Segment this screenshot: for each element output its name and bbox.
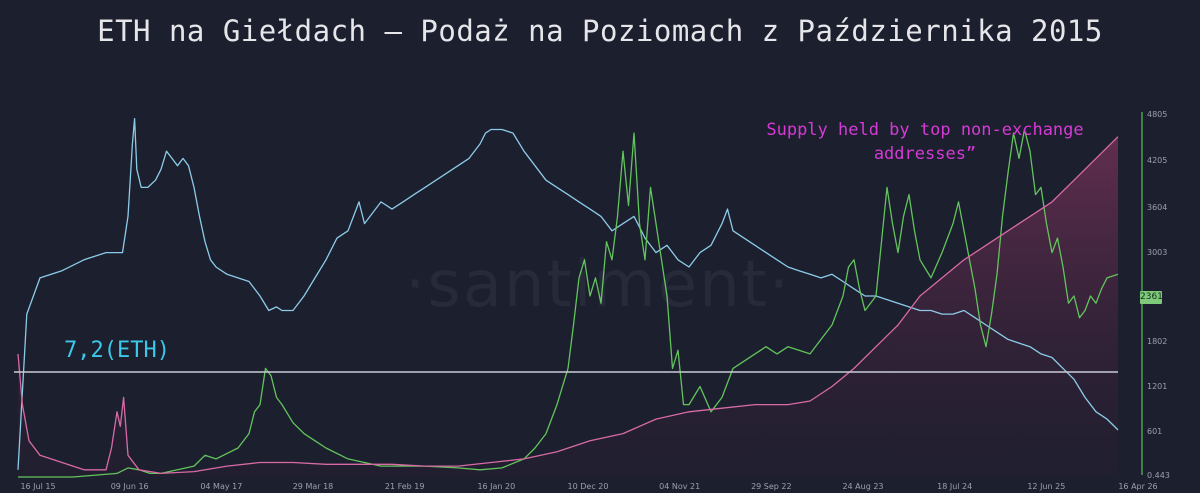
y-tick-label: 1802 [1147,337,1167,346]
x-tick-label: 16 Jan 20 [477,482,515,491]
x-tick-label: 04 May 17 [200,482,242,491]
y-tick-label: 0.443 [1147,471,1170,480]
current-price-badge: 2361 [1140,291,1163,304]
x-axis: 16 Jul 15 09 Jun 16 04 May 17 29 Mar 18 21 F… [20,482,1157,491]
x-tick-label: 29 Sep 22 [751,482,792,491]
y-tick-label: 601 [1147,427,1162,436]
y-tick-label: 4205 [1147,156,1167,165]
x-tick-label: 12 Jun 25 [1027,482,1065,491]
x-tick-label: 04 Nov 21 [659,482,700,491]
right-axis: 0.443 601 1201 1802 3003 3604 4205 4805 [1147,110,1170,480]
x-tick-label: 16 Jul 15 [20,482,55,491]
y-tick-label: 4805 [1147,110,1167,119]
x-tick-label: 09 Jun 16 [111,482,149,491]
threshold-label: 7,2(ETH) [64,338,170,363]
plot-area [17,117,1119,478]
santiment-watermark: ·santiment· [405,248,792,322]
series-eth_price [18,128,1119,478]
series-top_non_exchange_supply [17,136,1119,475]
y-tick-label: 1201 [1147,382,1167,391]
x-tick-label: 18 Jul 24 [937,482,972,491]
series-exchange_supply [17,117,1119,470]
x-tick-label: 10 Dec 20 [568,482,609,491]
top-non-exchange-area [18,136,1118,477]
annotation-label: Supply held by top non-exchange addresse… [766,120,1084,164]
x-tick-label: 21 Feb 19 [385,482,425,491]
x-tick-label: 24 Aug 23 [842,482,883,491]
chart-title: ETH na Giełdach — Podaż na Poziomach z P… [97,14,1103,48]
x-tick-label: 29 Mar 18 [293,482,334,491]
y-tick-label: 3003 [1147,248,1167,257]
y-tick-label: 3604 [1147,203,1167,212]
x-tick-label: 16 Apr 26 [1118,482,1157,491]
